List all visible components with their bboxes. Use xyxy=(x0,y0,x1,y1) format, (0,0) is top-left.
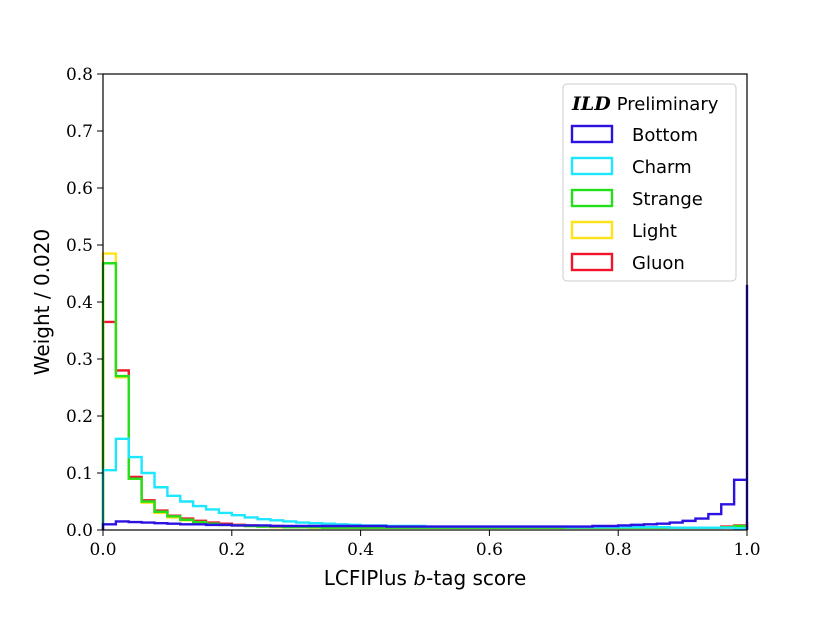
legend-title: ILD Preliminary xyxy=(571,93,719,115)
x-tick-label: 1.0 xyxy=(733,540,760,560)
x-axis-label: LCFIPlus b-tag score xyxy=(324,566,527,590)
legend-title-text: Preliminary xyxy=(617,94,719,115)
y-axis-ticks: 0.0 0.1 0.2 0.3 0.4 0.5 0.6 0.7 0.8 xyxy=(66,65,103,541)
legend-entries: Bottom Charm Strange Light Gluon xyxy=(570,124,703,274)
x-axis-label-italic: b xyxy=(413,566,426,590)
x-tick-label: 0.4 xyxy=(347,540,374,560)
series-layer xyxy=(101,252,749,530)
y-tick-label: 0.3 xyxy=(66,350,93,370)
x-tick-label: 0.2 xyxy=(218,540,245,560)
x-axis-label-tail: -tag score xyxy=(426,566,526,590)
legend-label-charm: Charm xyxy=(632,157,692,178)
legend-swatch-gluon xyxy=(570,252,614,272)
x-tick-label: 0.6 xyxy=(476,540,503,560)
legend-box xyxy=(562,83,737,282)
legend-title-logo: ILD xyxy=(571,93,611,115)
legend-swatch-bottom xyxy=(570,124,614,144)
y-tick-label: 0.6 xyxy=(66,179,93,199)
y-tick-label: 0.5 xyxy=(66,236,93,256)
x-tick-label: 0.8 xyxy=(605,540,632,560)
legend: ILD Preliminary Bottom Charm Strange Light Gl… xyxy=(562,83,737,282)
y-tick-label: 0.7 xyxy=(66,122,93,142)
legend-label-gluon: Gluon xyxy=(632,253,685,274)
y-tick-label: 0.1 xyxy=(66,464,93,484)
series-bottom-histogram xyxy=(101,284,749,530)
legend-label-bottom: Bottom xyxy=(632,125,698,146)
legend-swatch-strange xyxy=(570,188,614,208)
x-tick-label: 0.0 xyxy=(89,540,116,560)
legend-swatch-charm xyxy=(570,156,614,176)
legend-label-strange: Strange xyxy=(632,189,703,210)
legend-label-light: Light xyxy=(632,221,677,242)
y-tick-label: 0.2 xyxy=(66,407,93,427)
x-axis-ticks: 0.0 0.2 0.4 0.6 0.8 1.0 xyxy=(89,530,761,560)
legend-swatch-light xyxy=(570,220,614,240)
y-tick-label: 0.8 xyxy=(66,65,93,85)
y-axis-label: Weight / 0.020 xyxy=(30,229,54,375)
x-axis-label-main: LCFIPlus xyxy=(324,566,414,590)
y-tick-label: 0.4 xyxy=(66,293,93,313)
series-charm-histogram xyxy=(101,437,749,530)
y-tick-label: 0.0 xyxy=(66,521,93,541)
